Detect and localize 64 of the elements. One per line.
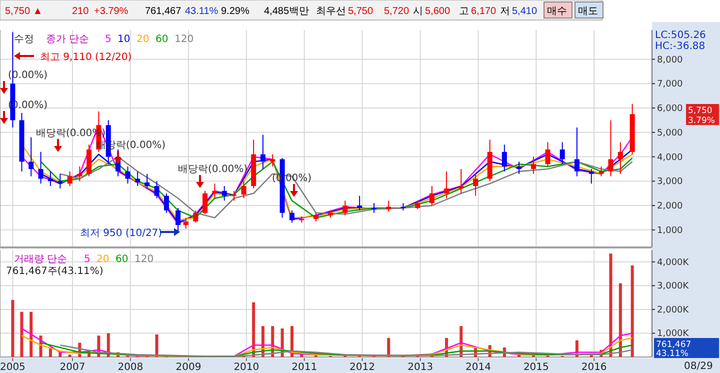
annotation: 최저 950 (10/27) [80, 228, 162, 239]
y-tick-label: 4,000K [657, 258, 690, 268]
y-tick-label: 3,000K [657, 282, 690, 292]
text: +3.79% [94, 6, 128, 17]
text: 9.29% [221, 6, 250, 17]
y-tick-label: 6,000 [657, 104, 684, 114]
text: 08/29 [684, 361, 713, 372]
text: 5 [105, 34, 112, 45]
text: 761,467 [145, 6, 182, 17]
text: 5,410 [512, 6, 538, 17]
x-tick-label: 2014 [466, 362, 491, 373]
text: 5,750 [688, 106, 712, 116]
x-tick-label: 2010 [234, 362, 260, 373]
text: 최우선 [316, 6, 346, 17]
y-tick-label: 4,000 [657, 152, 684, 163]
text: 120 [174, 34, 194, 45]
text: LC:505.26 [655, 30, 706, 41]
x-tick-label: 2015 [523, 362, 549, 373]
text: 210 [72, 6, 90, 17]
text: 5,600 [425, 6, 450, 17]
text: 3.79% [688, 116, 716, 126]
text: 고 [459, 6, 469, 17]
annotation: 최고 9,110 (12/20) [40, 52, 132, 63]
text: 43.11% [185, 6, 218, 17]
annotation: 761,467주(43.11%) [6, 266, 104, 277]
y-tick-label: 1,000K [657, 329, 690, 340]
y-tick-label: 8,000 [657, 55, 684, 66]
text: 761,467 [656, 340, 692, 350]
text: 매수 [547, 6, 567, 17]
text: 60 [116, 254, 128, 265]
text: 20 [96, 254, 110, 265]
x-tick-label: 2007 [60, 362, 86, 373]
y-tick-label: 1,000 [657, 226, 684, 236]
text: 4,485백만 [264, 6, 310, 17]
x-tick-label: 2012 [350, 362, 375, 373]
legend-title: 종가 단순 [46, 34, 90, 45]
legend-title: 거래량 단순 [14, 254, 68, 265]
text: 6,170 [471, 6, 496, 17]
text: 10 [118, 34, 130, 45]
text: 저 [500, 6, 510, 17]
text: 매도 [578, 6, 598, 17]
text: HC:-36.88 [655, 41, 706, 52]
text: 5,750 [348, 6, 374, 17]
x-tick-label: 2008 [118, 362, 144, 373]
x-tick-label: 2016 [581, 362, 607, 373]
x-tick-label: 2013 [408, 362, 434, 373]
x-tick-label: 2011 [292, 362, 318, 373]
text: 5,720 [384, 6, 410, 17]
x-tick-label: 2005 [0, 362, 26, 373]
y-tick-label: 3,000 [657, 177, 684, 188]
text: 시 [413, 6, 423, 17]
annotation: 배당락(0.00%) [178, 164, 248, 175]
text: 60 [156, 34, 168, 45]
y-tick-label: 2,000K [657, 305, 690, 316]
text: 5,750 ▲ [5, 6, 43, 17]
y-tick-label: 7,000 [657, 80, 684, 90]
text: 5 [84, 254, 90, 265]
y-tick-label: 5,000 [657, 128, 684, 138]
text: 120 [134, 254, 154, 265]
y-tick-label: 2,000 [657, 202, 684, 212]
x-tick-label: 2009 [176, 362, 202, 373]
text: 20 [136, 34, 150, 45]
annotation: 수정 [14, 34, 34, 45]
text: 43.11% [656, 349, 688, 359]
